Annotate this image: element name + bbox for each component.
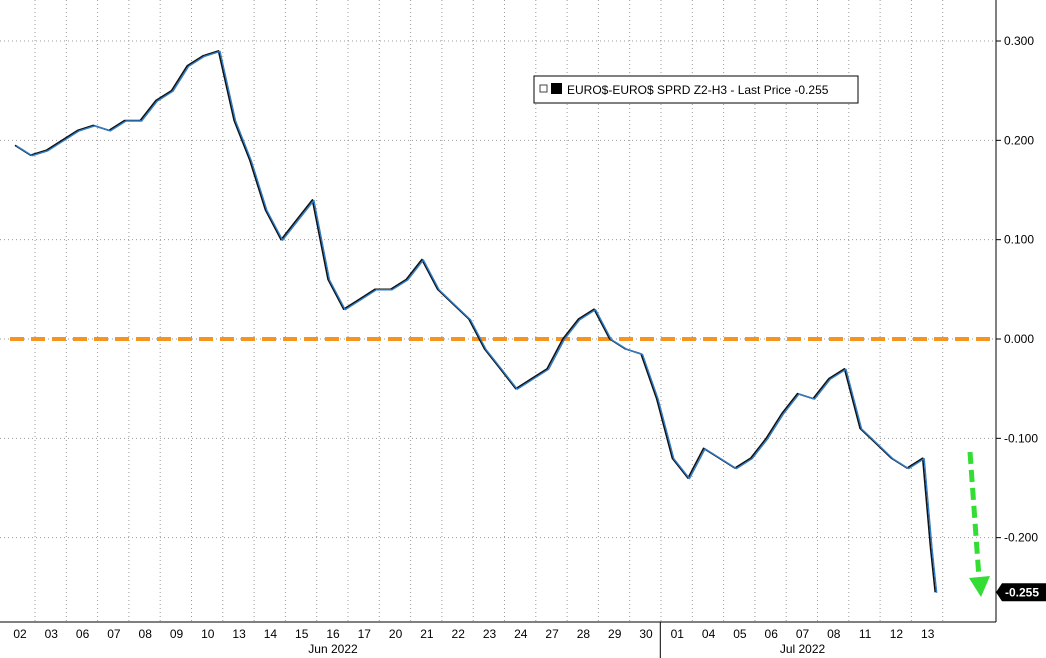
x-tick-label: 23 xyxy=(483,627,497,641)
x-tick-label: 22 xyxy=(452,627,466,641)
x-tick-label: 09 xyxy=(170,627,184,641)
x-tick-label: 16 xyxy=(326,627,340,641)
x-tick-label: 04 xyxy=(702,627,716,641)
y-tick-label: 0.100 xyxy=(1004,233,1034,247)
y-tick-label: 0.000 xyxy=(1004,332,1034,346)
x-tick-label: 06 xyxy=(765,627,779,641)
x-tick-label: 12 xyxy=(890,627,904,641)
x-tick-label: 08 xyxy=(827,627,841,641)
legend-toggle-icon[interactable] xyxy=(539,84,548,93)
x-tick-label: 20 xyxy=(389,627,403,641)
x-tick-label: 30 xyxy=(639,627,653,641)
down-arrow-shaft xyxy=(967,451,982,579)
series-line xyxy=(16,50,938,593)
x-tick-label: 15 xyxy=(295,627,309,641)
y-tick-label: 0.300 xyxy=(1004,34,1034,48)
x-tick-label: 29 xyxy=(608,627,622,641)
x-tick-label: 05 xyxy=(733,627,747,641)
x-tick-label: 28 xyxy=(577,627,591,641)
y-tick-label: 0.200 xyxy=(1004,133,1034,147)
legend-entry: EURO$-EURO$ SPRD Z2-H3 - Last Price -0.2… xyxy=(567,83,829,97)
x-tick-label: 21 xyxy=(420,627,434,641)
x-tick-label: 01 xyxy=(671,627,685,641)
last-price-tag xyxy=(996,583,1046,602)
last-price-layer: -0.255 xyxy=(996,583,1046,602)
x-tick-label: 06 xyxy=(76,627,90,641)
x-tick-label: 08 xyxy=(139,627,153,641)
arrow-layer xyxy=(967,451,990,597)
series-layer xyxy=(14,50,938,593)
y-tick-label: -0.200 xyxy=(1004,531,1038,545)
month-label: Jul 2022 xyxy=(780,642,826,656)
last-price-label: -0.255 xyxy=(1005,585,1039,599)
x-tick-label: 14 xyxy=(264,627,278,641)
x-tick-label: 17 xyxy=(358,627,372,641)
series-line-shadow xyxy=(14,50,936,593)
y-tick-label: -0.100 xyxy=(1004,431,1038,445)
x-tick-label: 11 xyxy=(859,627,872,641)
x-tick-label: 13 xyxy=(921,627,935,641)
x-tick-label: 24 xyxy=(514,627,528,641)
down-arrow-head xyxy=(969,576,990,597)
x-tick-label: 13 xyxy=(232,627,246,641)
legend-box xyxy=(533,75,859,104)
legend: EURO$-EURO$ SPRD Z2-H3 - Last Price -0.2… xyxy=(533,75,859,104)
x-tick-label: 02 xyxy=(13,627,27,641)
legend-swatch xyxy=(551,83,562,94)
x-tick-label: 10 xyxy=(201,627,215,641)
x-tick-label: 07 xyxy=(107,627,121,641)
x-tick-label: 27 xyxy=(545,627,559,641)
x-tick-label: 07 xyxy=(796,627,810,641)
x-tick-label: 03 xyxy=(45,627,59,641)
month-label: Jun 2022 xyxy=(308,642,358,656)
